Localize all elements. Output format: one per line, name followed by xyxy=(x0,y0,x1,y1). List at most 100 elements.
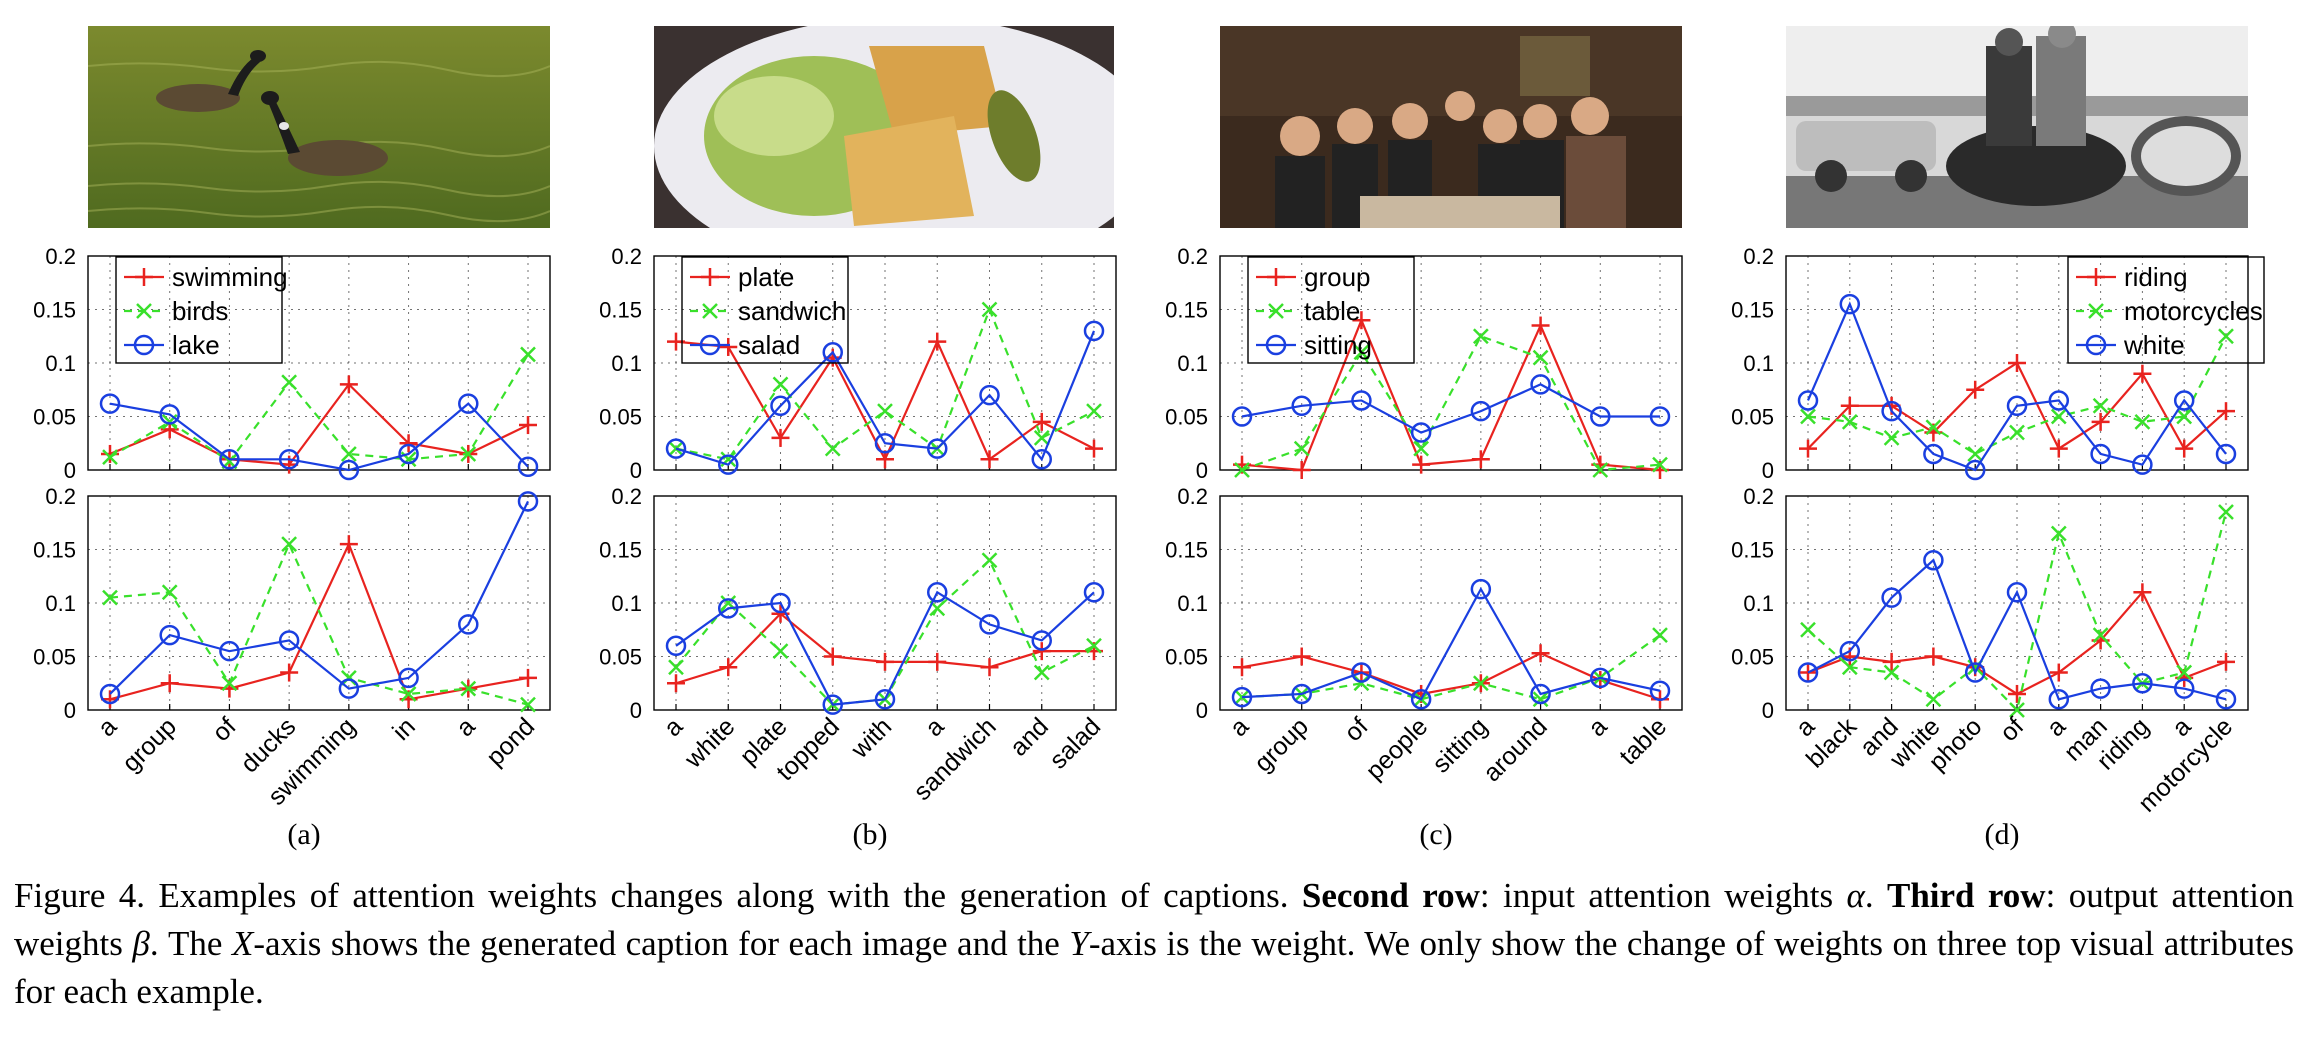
legend-marker xyxy=(699,334,721,356)
x-tick-label: table xyxy=(1614,712,1672,770)
data-point xyxy=(2175,439,2194,458)
data-point xyxy=(1352,311,1371,330)
data-point xyxy=(1531,644,1550,663)
data-point xyxy=(399,434,418,453)
y-tick-label: 0.05 xyxy=(33,645,76,670)
data-point xyxy=(2049,439,2068,458)
y-tick-label: 0.05 xyxy=(33,405,76,430)
data-point xyxy=(772,376,789,393)
data-point xyxy=(1964,459,1986,481)
x-tick-label: a xyxy=(1583,712,1613,742)
data-point xyxy=(1231,686,1253,708)
data-point xyxy=(1590,406,1611,427)
data-point xyxy=(1839,293,1861,315)
legend: swimming birds lake xyxy=(115,256,288,364)
legend-marker xyxy=(1268,303,1284,319)
legend-marker xyxy=(2087,268,2105,286)
data-point xyxy=(2218,328,2234,345)
caption-text-4: : output attention weights xyxy=(14,876,2295,963)
legend-label: white xyxy=(2123,330,2185,360)
data-point xyxy=(2132,454,2153,475)
data-point xyxy=(1083,582,1105,603)
data-point xyxy=(874,433,896,454)
data-point xyxy=(1800,408,1816,425)
data-point xyxy=(1839,640,1861,662)
legend-label: birds xyxy=(172,296,228,326)
data-point xyxy=(1353,675,1370,692)
series-line xyxy=(109,402,529,472)
data-point xyxy=(159,624,180,646)
data-point xyxy=(339,535,358,554)
caption-text-1: Figure 4. Examples of attention weights … xyxy=(14,876,1302,915)
series-line xyxy=(675,590,1095,706)
caption-x: X xyxy=(231,924,254,963)
data-point xyxy=(772,643,789,660)
caption-text-7: -axis is the weight. We only show the ch… xyxy=(14,924,2294,1011)
data-point xyxy=(219,449,240,470)
legend-label: swimming xyxy=(172,262,288,292)
data-point xyxy=(928,652,947,671)
y-tick-label: 0.2 xyxy=(45,244,76,269)
data-point xyxy=(2090,678,2111,699)
data-point xyxy=(1292,647,1311,666)
data-point xyxy=(2050,408,2067,425)
data-point xyxy=(1881,587,1902,608)
data-point xyxy=(927,438,948,459)
y-tick-label: 0.2 xyxy=(1177,244,1208,269)
data-point xyxy=(665,438,687,459)
y-tick-label: 0 xyxy=(630,698,642,723)
caption-bold-third-row: Third row xyxy=(1886,876,2046,915)
x-tick-label: a xyxy=(93,712,123,742)
x-tick-label: around xyxy=(1478,712,1553,787)
data-point xyxy=(874,689,896,710)
series-red xyxy=(1799,354,2235,458)
data-point xyxy=(460,680,477,697)
y-tick-label: 0.1 xyxy=(45,351,76,376)
legend-label: group xyxy=(1304,262,1371,292)
data-point xyxy=(99,683,121,705)
series-blue xyxy=(1231,578,1671,710)
caption-y: Y xyxy=(1069,924,1089,963)
data-point xyxy=(400,686,417,702)
data-point xyxy=(1649,406,1671,427)
data-point xyxy=(877,403,893,420)
data-point xyxy=(159,404,180,425)
data-point xyxy=(927,582,948,603)
y-tick-label: 0.2 xyxy=(611,484,642,509)
data-point xyxy=(1291,395,1312,417)
legend-label: sitting xyxy=(1304,330,1372,360)
data-point xyxy=(221,675,238,692)
y-tick-label: 0.05 xyxy=(1165,645,1208,670)
data-point xyxy=(981,552,998,569)
data-point xyxy=(2176,408,2193,425)
legend: plate sandwich salad xyxy=(681,256,849,364)
motorcycle-riders-photo xyxy=(1786,26,2248,228)
series-line xyxy=(109,541,529,706)
data-point xyxy=(1800,621,1816,638)
data-point xyxy=(667,674,685,693)
chart-d-input: 0 0.05 0.1 0.15 0.2 riding motorcycles white xyxy=(1731,244,2265,483)
y-tick-label: 0.05 xyxy=(1731,405,1774,430)
data-point xyxy=(460,446,477,462)
legend-marker xyxy=(2088,303,2104,319)
legend-marker xyxy=(135,268,153,286)
data-point xyxy=(1924,647,1943,666)
data-point xyxy=(824,440,841,457)
y-tick-label: 0 xyxy=(1762,698,1774,723)
y-tick-label: 0.1 xyxy=(611,591,642,616)
data-point xyxy=(2049,663,2068,682)
data-point xyxy=(219,640,240,662)
series-green xyxy=(1800,504,2234,718)
data-point xyxy=(1882,652,1901,671)
legend: group table sitting xyxy=(1247,256,1415,364)
data-point xyxy=(1652,456,1668,473)
data-point xyxy=(979,614,1000,635)
y-tick-label: 0.15 xyxy=(1731,538,1774,563)
data-point xyxy=(1031,449,1052,470)
data-point xyxy=(1033,430,1050,446)
legend-box xyxy=(2067,256,2265,364)
y-tick-label: 0.2 xyxy=(45,484,76,509)
data-point xyxy=(398,667,419,689)
data-point xyxy=(1351,390,1372,411)
data-point xyxy=(1234,462,1250,478)
